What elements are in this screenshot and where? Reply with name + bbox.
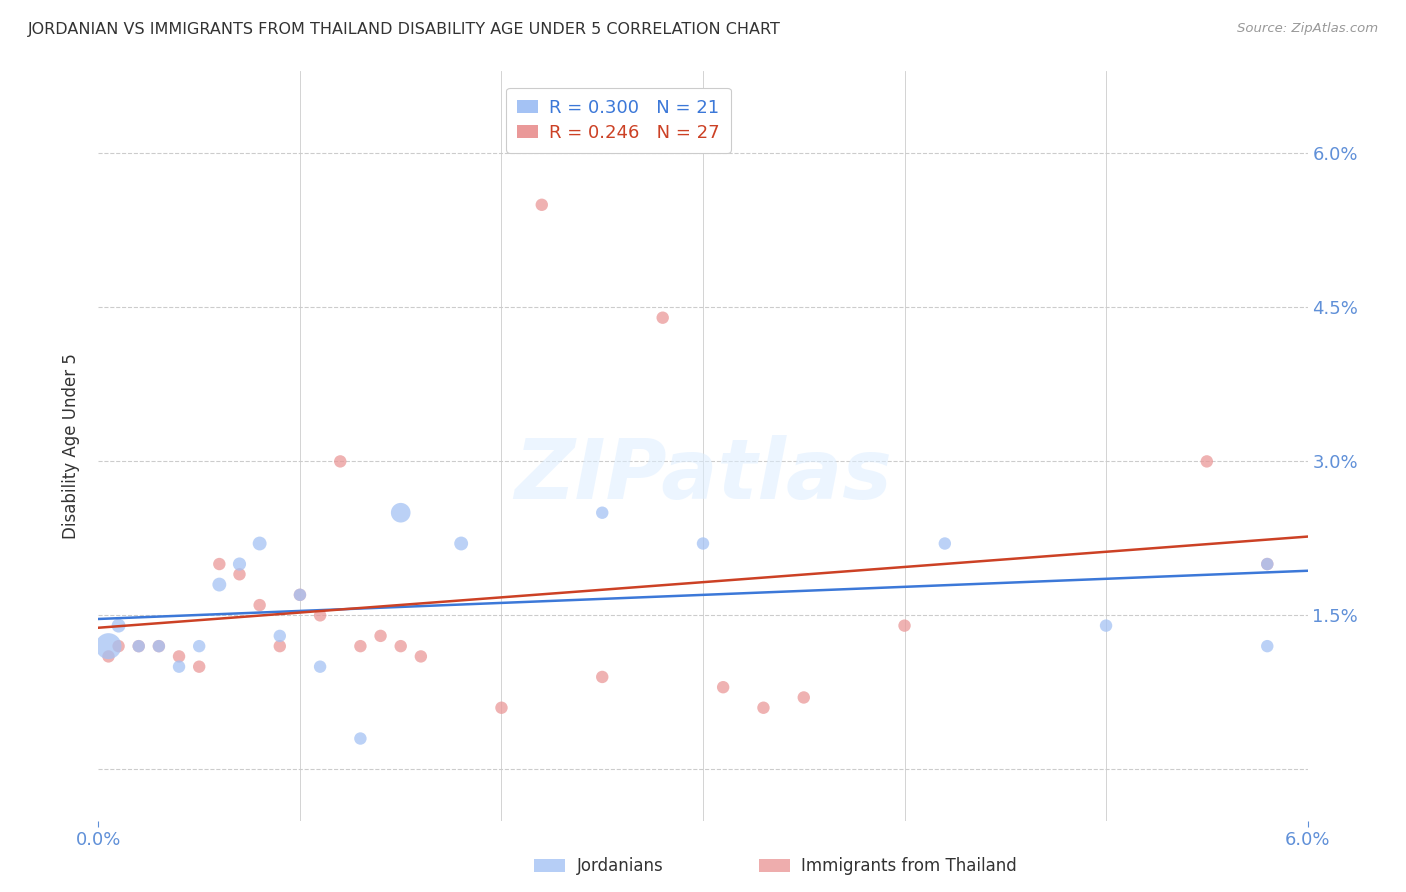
Point	[409, 649, 432, 664]
Point	[349, 639, 371, 653]
Y-axis label: Disability Age Under 5: Disability Age Under 5	[62, 353, 80, 539]
Point	[692, 536, 714, 550]
Point	[97, 649, 120, 664]
Point	[370, 629, 392, 643]
Point	[1256, 557, 1278, 571]
Text: Source: ZipAtlas.com: Source: ZipAtlas.com	[1237, 22, 1378, 36]
Point	[1095, 618, 1118, 632]
Point	[228, 567, 250, 582]
Point	[389, 506, 412, 520]
Point	[128, 639, 150, 653]
Point	[309, 659, 332, 673]
Point	[148, 639, 170, 653]
Point	[167, 649, 190, 664]
Point	[389, 639, 412, 653]
Point	[97, 639, 120, 653]
Point	[591, 506, 613, 520]
Point	[309, 608, 332, 623]
Point	[893, 618, 915, 632]
Point	[1256, 557, 1278, 571]
Point	[651, 310, 673, 325]
Point	[349, 731, 371, 746]
Point	[530, 198, 553, 212]
Point	[711, 680, 734, 694]
Point	[188, 639, 211, 653]
Point	[228, 557, 250, 571]
Point	[107, 639, 129, 653]
Point	[269, 629, 291, 643]
Point	[249, 536, 271, 550]
Point	[208, 557, 231, 571]
Point	[288, 588, 311, 602]
Point	[288, 588, 311, 602]
Point	[329, 454, 352, 468]
Text: Jordanians: Jordanians	[576, 856, 664, 875]
Point	[128, 639, 150, 653]
Point	[167, 659, 190, 673]
Point	[450, 536, 472, 550]
Point	[269, 639, 291, 653]
Text: ZIPatlas: ZIPatlas	[515, 435, 891, 516]
Text: Immigrants from Thailand: Immigrants from Thailand	[801, 856, 1017, 875]
Legend: R = 0.300   N = 21, R = 0.246   N = 27: R = 0.300 N = 21, R = 0.246 N = 27	[506, 88, 731, 153]
Point	[752, 700, 775, 714]
Point	[188, 659, 211, 673]
Point	[148, 639, 170, 653]
Point	[934, 536, 956, 550]
Text: JORDANIAN VS IMMIGRANTS FROM THAILAND DISABILITY AGE UNDER 5 CORRELATION CHART: JORDANIAN VS IMMIGRANTS FROM THAILAND DI…	[28, 22, 780, 37]
Point	[107, 618, 129, 632]
Point	[591, 670, 613, 684]
Point	[1195, 454, 1218, 468]
Point	[793, 690, 815, 705]
Point	[1256, 639, 1278, 653]
Point	[249, 598, 271, 612]
Point	[208, 577, 231, 591]
Point	[491, 700, 513, 714]
